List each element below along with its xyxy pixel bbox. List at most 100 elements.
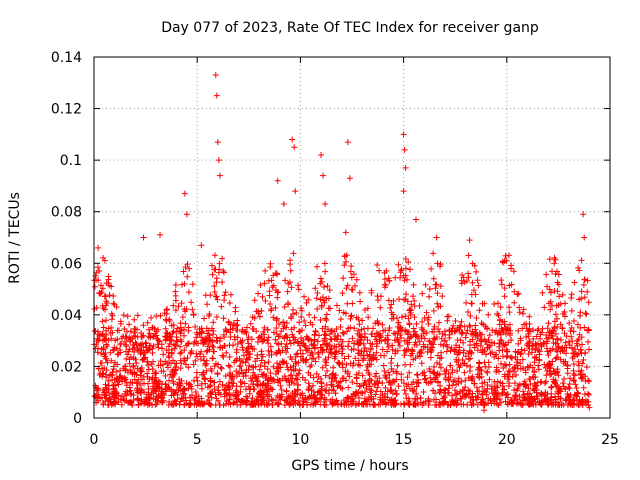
data-point xyxy=(102,381,109,388)
data-point xyxy=(339,385,346,392)
data-point xyxy=(389,342,396,349)
data-point xyxy=(406,321,413,328)
data-point xyxy=(431,323,438,330)
data-point xyxy=(582,310,589,317)
data-point xyxy=(355,316,362,323)
data-point xyxy=(166,359,173,366)
data-point xyxy=(173,386,180,393)
y-axis-label: ROTI / TECUs xyxy=(7,192,23,284)
data-point xyxy=(413,320,420,327)
data-point xyxy=(398,371,405,378)
data-point xyxy=(148,361,155,368)
data-point xyxy=(530,335,537,342)
data-point xyxy=(189,281,196,288)
data-point xyxy=(123,379,130,386)
x-tick-label: 20 xyxy=(498,432,516,448)
data-point xyxy=(494,310,501,317)
data-point xyxy=(200,341,207,348)
data-point xyxy=(113,390,120,397)
data-point xyxy=(367,340,374,347)
data-point xyxy=(392,401,399,408)
data-point xyxy=(327,336,334,343)
data-point xyxy=(405,259,412,266)
data-point xyxy=(189,306,196,313)
data-point xyxy=(570,317,577,324)
data-point xyxy=(337,378,344,385)
data-point xyxy=(211,283,218,290)
data-point xyxy=(453,390,460,397)
data-point xyxy=(556,387,563,394)
data-point xyxy=(258,348,265,355)
data-point xyxy=(441,338,448,345)
data-point xyxy=(138,396,145,403)
data-point xyxy=(570,396,577,403)
data-point xyxy=(412,402,419,409)
data-point xyxy=(151,380,158,387)
data-point xyxy=(292,353,299,360)
data-point xyxy=(344,300,351,307)
data-point xyxy=(267,263,274,270)
data-point xyxy=(155,344,162,351)
data-point xyxy=(552,393,559,400)
data-point xyxy=(264,365,271,372)
data-point xyxy=(162,372,169,379)
data-point xyxy=(580,384,587,391)
data-point xyxy=(415,401,422,408)
data-point xyxy=(478,373,485,380)
data-point xyxy=(335,348,342,355)
data-point xyxy=(299,355,306,362)
data-point xyxy=(569,344,576,351)
data-point xyxy=(321,331,328,338)
data-point xyxy=(349,362,356,369)
data-point xyxy=(434,300,441,307)
y-axis-ticks: 0 0.02 0.04 0.06 0.08 0.1 0.12 0.14 xyxy=(51,50,610,427)
data-point xyxy=(344,282,351,289)
data-point xyxy=(361,306,368,313)
data-point xyxy=(120,312,127,319)
data-point xyxy=(480,388,487,395)
data-point xyxy=(222,289,229,296)
data-point xyxy=(269,397,276,404)
data-point xyxy=(401,387,408,394)
data-point xyxy=(543,271,550,278)
data-point xyxy=(382,336,389,343)
data-point xyxy=(339,329,346,336)
data-point xyxy=(564,365,571,372)
data-point xyxy=(372,320,379,327)
data-point xyxy=(544,283,551,290)
data-point xyxy=(432,336,439,343)
data-point xyxy=(123,328,130,335)
data-point xyxy=(231,359,238,366)
data-point xyxy=(398,376,405,383)
data-point xyxy=(302,359,309,366)
data-point xyxy=(469,396,476,403)
data-point xyxy=(441,399,448,406)
data-point xyxy=(95,391,102,398)
data-point xyxy=(497,360,504,367)
data-point xyxy=(491,354,498,361)
data-point xyxy=(546,365,553,372)
data-point xyxy=(270,282,277,289)
data-point xyxy=(166,377,173,384)
data-point xyxy=(491,300,498,307)
data-point xyxy=(202,335,209,342)
data-point xyxy=(458,395,465,402)
data-point xyxy=(286,337,293,344)
data-point xyxy=(234,392,241,399)
data-point xyxy=(333,326,340,332)
data-point xyxy=(300,398,307,405)
data-point xyxy=(262,297,269,304)
data-point xyxy=(247,320,254,327)
data-point xyxy=(165,343,172,350)
data-point xyxy=(332,390,339,397)
data-point xyxy=(476,307,483,314)
data-point xyxy=(182,394,189,401)
data-point xyxy=(406,401,413,408)
data-point xyxy=(211,379,218,386)
data-point xyxy=(498,391,505,398)
data-point xyxy=(479,383,486,390)
data-point xyxy=(212,266,219,273)
data-point xyxy=(126,356,133,363)
data-point xyxy=(418,350,425,357)
data-point xyxy=(467,338,474,345)
